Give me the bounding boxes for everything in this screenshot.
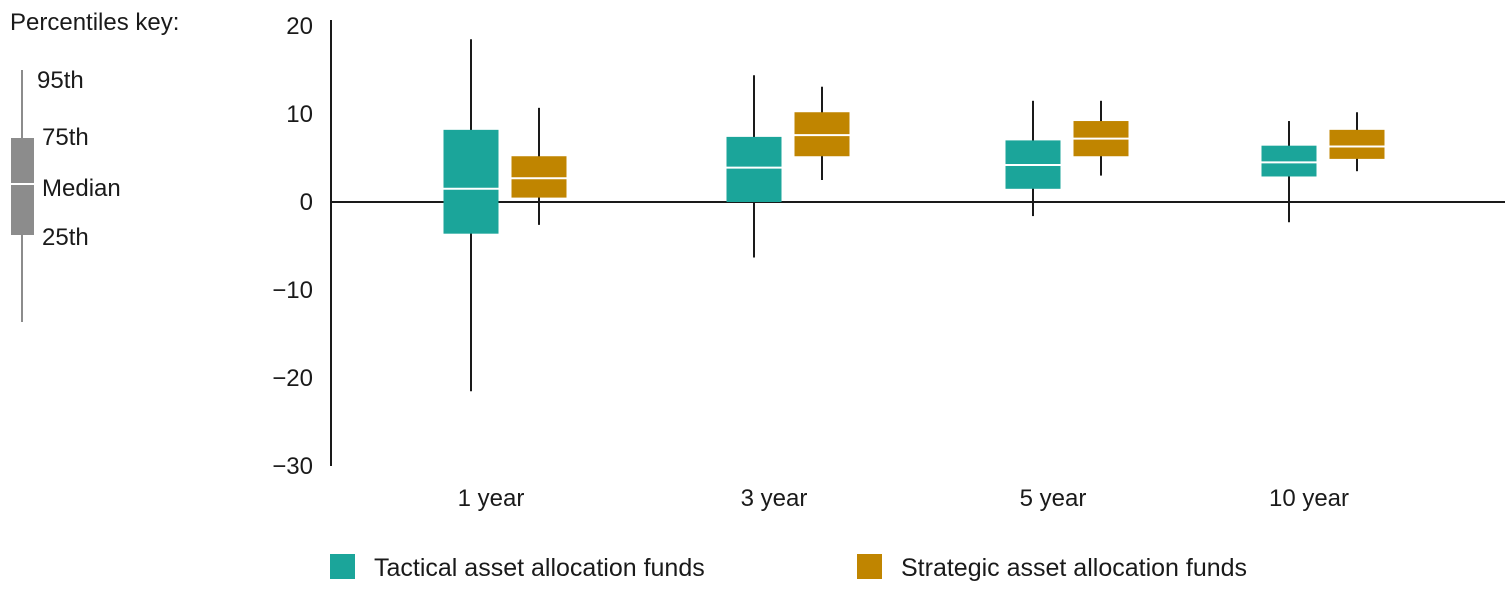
y-tick-label: 20 [286, 13, 313, 40]
box-plots [443, 39, 1385, 392]
box-iqr [1261, 145, 1317, 177]
y-tick-label: −10 [272, 277, 313, 304]
box-plot [1073, 100, 1129, 176]
legend-swatch-tactical [330, 554, 355, 579]
percentiles-key-title: Percentiles key: [10, 9, 179, 36]
box-iqr [726, 136, 782, 202]
key-box [11, 138, 34, 235]
box-plot [511, 107, 567, 225]
box-plot [794, 86, 850, 180]
y-axis-ticks: 20 10 0 −10 −20 −30 [272, 13, 313, 480]
y-tick-label: 10 [286, 101, 313, 128]
box-plot [726, 75, 782, 258]
box-iqr [443, 129, 499, 234]
box-iqr [511, 156, 567, 198]
key-label-75th: 75th [42, 124, 89, 151]
box-plot [1005, 100, 1061, 217]
y-tick-label: −20 [272, 365, 313, 392]
legend-swatch-strategic [857, 554, 882, 579]
x-category-label: 3 year [741, 485, 808, 512]
key-label-25th: 25th [42, 224, 89, 251]
box-plot [1261, 121, 1317, 223]
key-label-95th: 95th [37, 67, 84, 94]
key-label-median: Median [42, 175, 121, 202]
percentiles-key: Percentiles key: 95th 75th Median 25th [10, 9, 179, 322]
x-category-label: 5 year [1020, 485, 1087, 512]
box-plot [1329, 112, 1385, 172]
box-iqr [1329, 129, 1385, 159]
axes [330, 20, 1505, 466]
y-tick-label: 0 [300, 189, 313, 216]
box-plot [443, 39, 499, 392]
legend: Tactical asset allocation funds Strategi… [330, 554, 1247, 582]
legend-label-tactical: Tactical asset allocation funds [374, 554, 705, 582]
x-category-label: 10 year [1269, 485, 1349, 512]
y-tick-label: −30 [272, 453, 313, 480]
x-axis-categories: 1 year 3 year 5 year 10 year [458, 485, 1349, 512]
x-category-label: 1 year [458, 485, 525, 512]
legend-label-strategic: Strategic asset allocation funds [901, 554, 1247, 582]
